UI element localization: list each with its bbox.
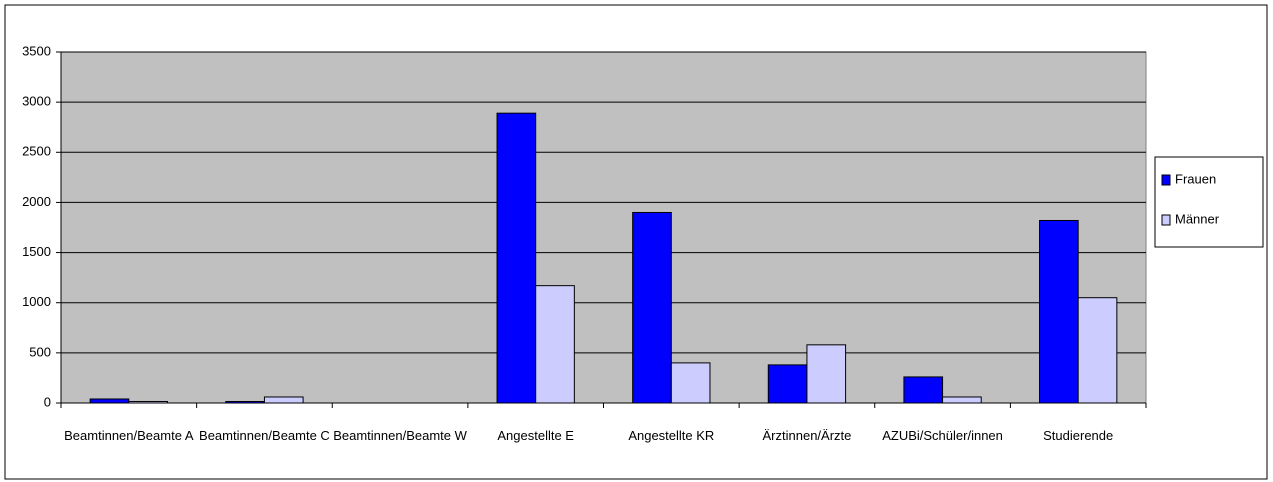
x-tick-label: Ärztinnen/Ärzte <box>762 428 852 443</box>
y-tick-label: 1500 <box>22 244 51 259</box>
bar <box>1039 219 1079 404</box>
x-tick-label: Beamtinnen/Beamte C <box>199 428 330 443</box>
x-tick-label: Angestellte KR <box>628 428 715 443</box>
legend-swatch <box>1161 174 1171 186</box>
x-tick-label: Angestellte E <box>497 428 574 443</box>
bar <box>806 344 847 404</box>
y-tick-label: 2000 <box>22 194 51 209</box>
legend-label: Männer <box>1175 211 1220 226</box>
bar <box>767 364 808 404</box>
bar <box>496 112 537 404</box>
legend-box <box>1154 156 1264 248</box>
bar <box>632 211 672 404</box>
x-tick-label: Beamtinnen/Beamte A <box>64 428 194 443</box>
plot-area <box>60 51 1147 404</box>
bar <box>128 400 168 404</box>
bar <box>89 398 130 404</box>
bar <box>670 362 711 404</box>
bar <box>1077 297 1118 404</box>
y-tick-label: 3500 <box>22 43 51 58</box>
bar <box>903 376 944 404</box>
y-tick-label: 0 <box>44 394 51 409</box>
y-tick-label: 1000 <box>22 294 51 309</box>
y-tick-label: 500 <box>29 344 51 359</box>
bar <box>263 396 304 404</box>
bar <box>535 285 575 404</box>
x-tick-label: Studierende <box>1043 428 1114 443</box>
x-tick-label: AZUBi/Schüler/innen <box>882 428 1003 443</box>
y-tick-label: 3000 <box>22 94 51 109</box>
legend-swatch <box>1161 214 1171 226</box>
y-tick-label: 2500 <box>22 144 51 159</box>
legend-label: Frauen <box>1175 171 1216 186</box>
bar <box>225 400 265 404</box>
x-tick-label: Beamtinnen/Beamte W <box>333 428 467 443</box>
bar <box>942 396 982 404</box>
